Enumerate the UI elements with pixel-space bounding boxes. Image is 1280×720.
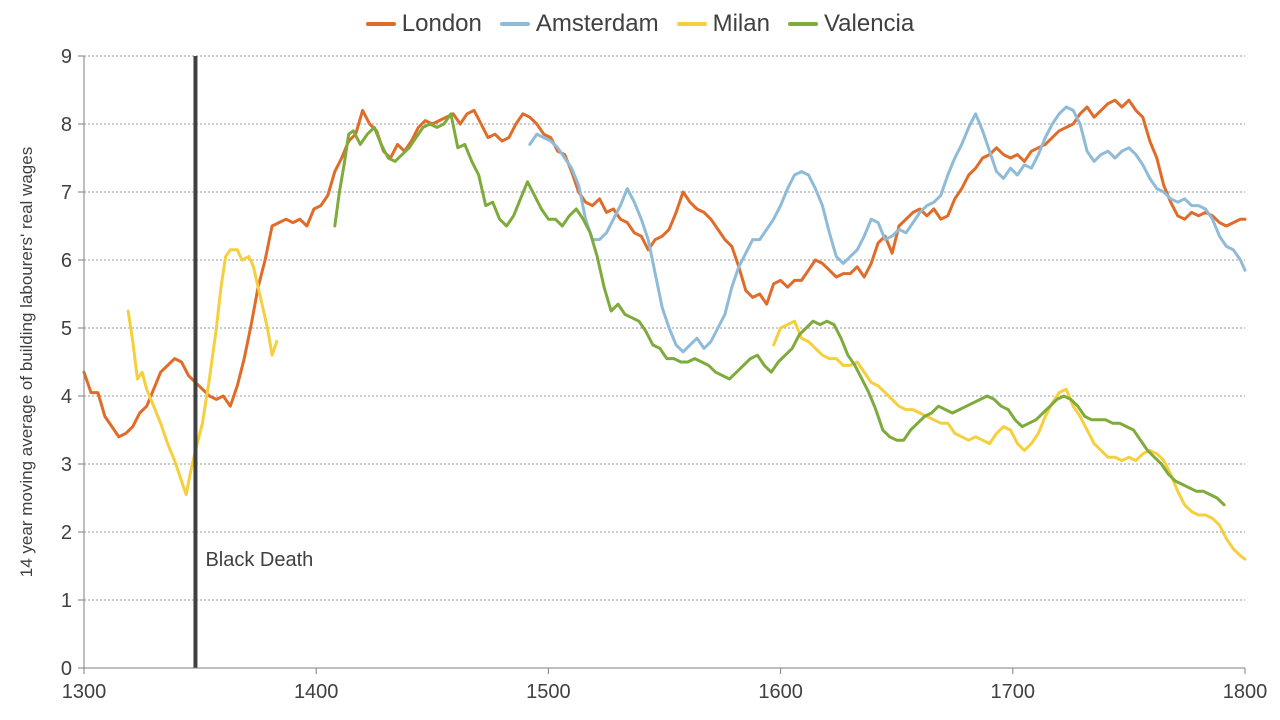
series-line-valencia	[333, 112, 1226, 507]
y-tick-labels: 0 1 2 3 4 5 6 7 8 9	[61, 46, 72, 680]
legend-item-london[interactable]: London	[365, 10, 482, 38]
y-tick-label: 9	[61, 46, 72, 68]
series-line-london	[82, 98, 1247, 439]
y-tick-label: 1	[61, 590, 72, 612]
y-tick-label: 6	[61, 250, 72, 272]
legend-item-valencia[interactable]: Valencia	[787, 10, 915, 38]
annotations: Black Death	[193, 56, 313, 668]
x-tick-labels: 1300 1400 1500 1600 1700 1800	[62, 681, 1268, 703]
legend-swatch-london	[365, 22, 396, 26]
legend-swatch-milan	[676, 22, 707, 26]
y-tick-label: 3	[61, 454, 72, 476]
y-tick-label: 8	[61, 114, 72, 136]
legend-item-amsterdam[interactable]: Amsterdam	[499, 10, 659, 38]
axes	[78, 55, 1246, 674]
x-tick-label: 1600	[758, 681, 803, 703]
legend-label-milan: Milan	[712, 10, 770, 37]
y-tick-label: 2	[61, 522, 72, 544]
y-tick-label: 4	[61, 386, 72, 408]
legend-label-valencia: Valencia	[823, 10, 915, 37]
legend-label-london: London	[401, 10, 482, 37]
x-tick-label: 1300	[62, 681, 107, 703]
series-line-milan-1	[126, 248, 279, 497]
y-tick-label: 0	[61, 658, 72, 680]
series-line-amsterdam	[528, 105, 1247, 354]
legend-swatch-valencia	[787, 22, 818, 26]
legend-label-amsterdam: Amsterdam	[535, 10, 659, 37]
legend: London Amsterdam Milan Valencia	[0, 10, 1280, 38]
x-tick-label: 1400	[294, 681, 339, 703]
x-tick-label: 1500	[526, 681, 571, 703]
series-line-milan-2	[772, 319, 1247, 561]
gridlines	[84, 55, 1245, 601]
black-death-label: Black Death	[205, 549, 313, 571]
y-tick-label: 7	[61, 182, 72, 204]
x-tick-label: 1700	[991, 681, 1036, 703]
y-tick-label: 5	[61, 318, 72, 340]
legend-swatch-amsterdam	[499, 22, 530, 26]
legend-item-milan[interactable]: Milan	[676, 10, 770, 38]
series-lines	[82, 98, 1247, 561]
x-tick-label: 1800	[1223, 681, 1268, 703]
